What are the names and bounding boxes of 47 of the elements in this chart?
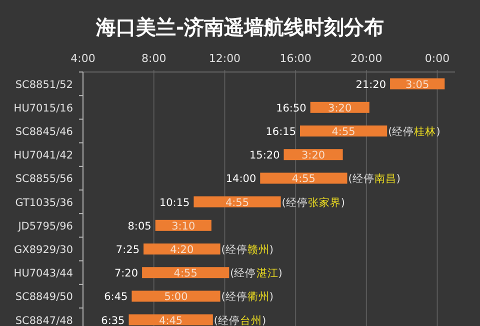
y-tick-label: GT1035/36 — [15, 196, 74, 209]
annotation: 16:50 — [276, 102, 306, 114]
x-tick-label: 20:00 — [350, 52, 382, 65]
data-label: 3:10 — [172, 220, 196, 232]
annotation: (经停桂林) — [388, 125, 440, 138]
y-tick-label: HU7043/44 — [14, 268, 74, 280]
annotation: 15:20 — [249, 150, 280, 162]
annotation: 10:15 — [159, 196, 190, 209]
data-label: 4:55 — [292, 173, 316, 186]
y-tick-label: HU7015/16 — [14, 102, 74, 114]
data-label: 4:55 — [332, 126, 356, 138]
data-label: 3:20 — [328, 102, 352, 114]
data-label: 5:00 — [164, 291, 188, 304]
data-label: 4:55 — [174, 268, 198, 280]
annotation: 16:15 — [266, 126, 296, 138]
data-label: 4:20 — [170, 244, 194, 256]
annotation: 7:20 — [114, 268, 138, 280]
y-tick-label: GX8929/30 — [14, 244, 73, 256]
annotation: (经停南昌) — [348, 172, 400, 186]
annotation: 14:00 — [226, 173, 256, 186]
data-label: 4:45 — [159, 314, 183, 326]
y-tick-label: SC8855/56 — [15, 173, 74, 186]
annotation: (经停赣州) — [221, 243, 274, 256]
title: 海口美兰-济南遥墙航线时刻分布 — [96, 15, 384, 39]
y-tick-label: SC8847/48 — [15, 314, 73, 326]
y-tick-label: SC8845/46 — [15, 126, 74, 138]
x-tick-label: 0:00 — [424, 52, 450, 65]
data-label: 3:05 — [406, 78, 430, 91]
x-tick-label: 12:00 — [208, 52, 241, 65]
annotation: 6:45 — [104, 291, 128, 304]
x-tick-label: 4:00 — [70, 52, 96, 65]
data-label: 3:20 — [301, 150, 326, 162]
data-label: 4:55 — [225, 196, 250, 209]
annotation: 21:20 — [356, 78, 386, 91]
annotation: (经停衢州) — [221, 290, 274, 304]
x-tick-label: 16:00 — [280, 52, 312, 65]
annotation: 8:05 — [128, 220, 152, 232]
annotation: (经停湛江) — [230, 266, 282, 280]
y-tick-label: SC8849/50 — [15, 291, 73, 304]
annotation: (经停张家界) — [282, 196, 346, 209]
annotation: 6:35 — [101, 314, 125, 326]
y-tick-label: HU7041/42 — [14, 150, 73, 162]
annotation: 7:25 — [116, 244, 140, 256]
x-tick-label: 8:00 — [142, 52, 166, 65]
y-tick-label: JD5795/96 — [17, 220, 74, 232]
annotation: (经停台州) — [214, 314, 266, 326]
y-tick-label: SC8851/52 — [15, 78, 73, 91]
